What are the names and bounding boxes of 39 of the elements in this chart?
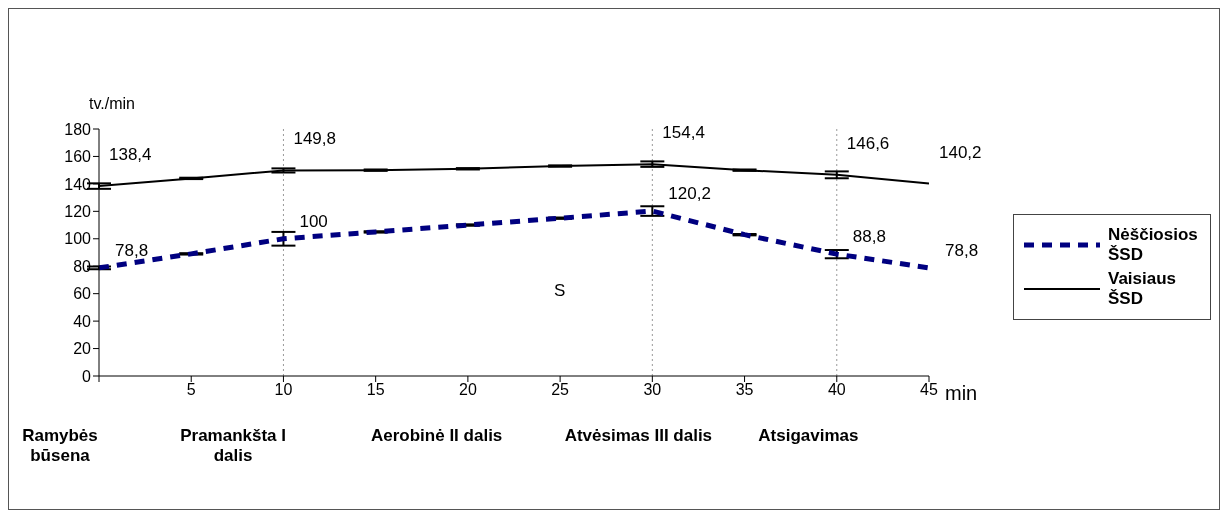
data-label: 78,8: [115, 240, 149, 260]
y-tick-label: 180: [64, 120, 92, 138]
data-label: 146,6: [846, 133, 890, 153]
data-label: 88,8: [852, 227, 886, 247]
text: Atvėsimas III dalis: [564, 426, 713, 446]
x-tick-label: 5: [186, 381, 196, 399]
text: Aerobinė II dalis: [371, 426, 503, 446]
x-tick-label: 40: [827, 381, 846, 399]
y-tick-label: 0: [82, 367, 92, 385]
x-tick-label: 10: [274, 381, 293, 399]
x-tick-label: 35: [735, 381, 754, 399]
text: Atsigavimas: [758, 426, 859, 446]
data-label: 149,8: [293, 129, 336, 149]
y-tick-label: 40: [73, 312, 92, 330]
x-tick-label: 45: [920, 381, 938, 399]
data-label: 120,2: [668, 184, 711, 204]
y-tick-label: 60: [73, 285, 92, 303]
y-tick-label: 120: [64, 203, 92, 221]
y-tick-label: 160: [64, 148, 92, 166]
y-tick-label: 140: [64, 175, 92, 193]
y-axis-title: tv./min: [89, 95, 135, 113]
legend-label: Nėščiosios ŠSD: [1108, 225, 1199, 265]
text: Ramybės būsena: [21, 426, 99, 466]
data-label: 100: [299, 211, 328, 231]
y-tick-label: 20: [73, 340, 92, 358]
annotation: S: [554, 281, 566, 301]
x-tick-label: 20: [458, 381, 477, 399]
x-tick-label: 15: [366, 381, 385, 399]
data-label: 138,4: [109, 145, 152, 165]
data-label: 154,4: [662, 123, 705, 143]
data-label: 140,2: [939, 142, 982, 162]
text: Pramankšta I dalis: [179, 426, 288, 466]
y-tick-label: 80: [73, 257, 92, 275]
x-tick-label: 25: [551, 381, 570, 399]
y-tick-label: 100: [64, 230, 92, 248]
legend-label: Vaisiaus ŠSD: [1108, 269, 1178, 309]
x-axis-title: min: [945, 382, 978, 405]
data-label: 78,8: [945, 240, 979, 260]
x-tick-label: 30: [643, 381, 662, 399]
